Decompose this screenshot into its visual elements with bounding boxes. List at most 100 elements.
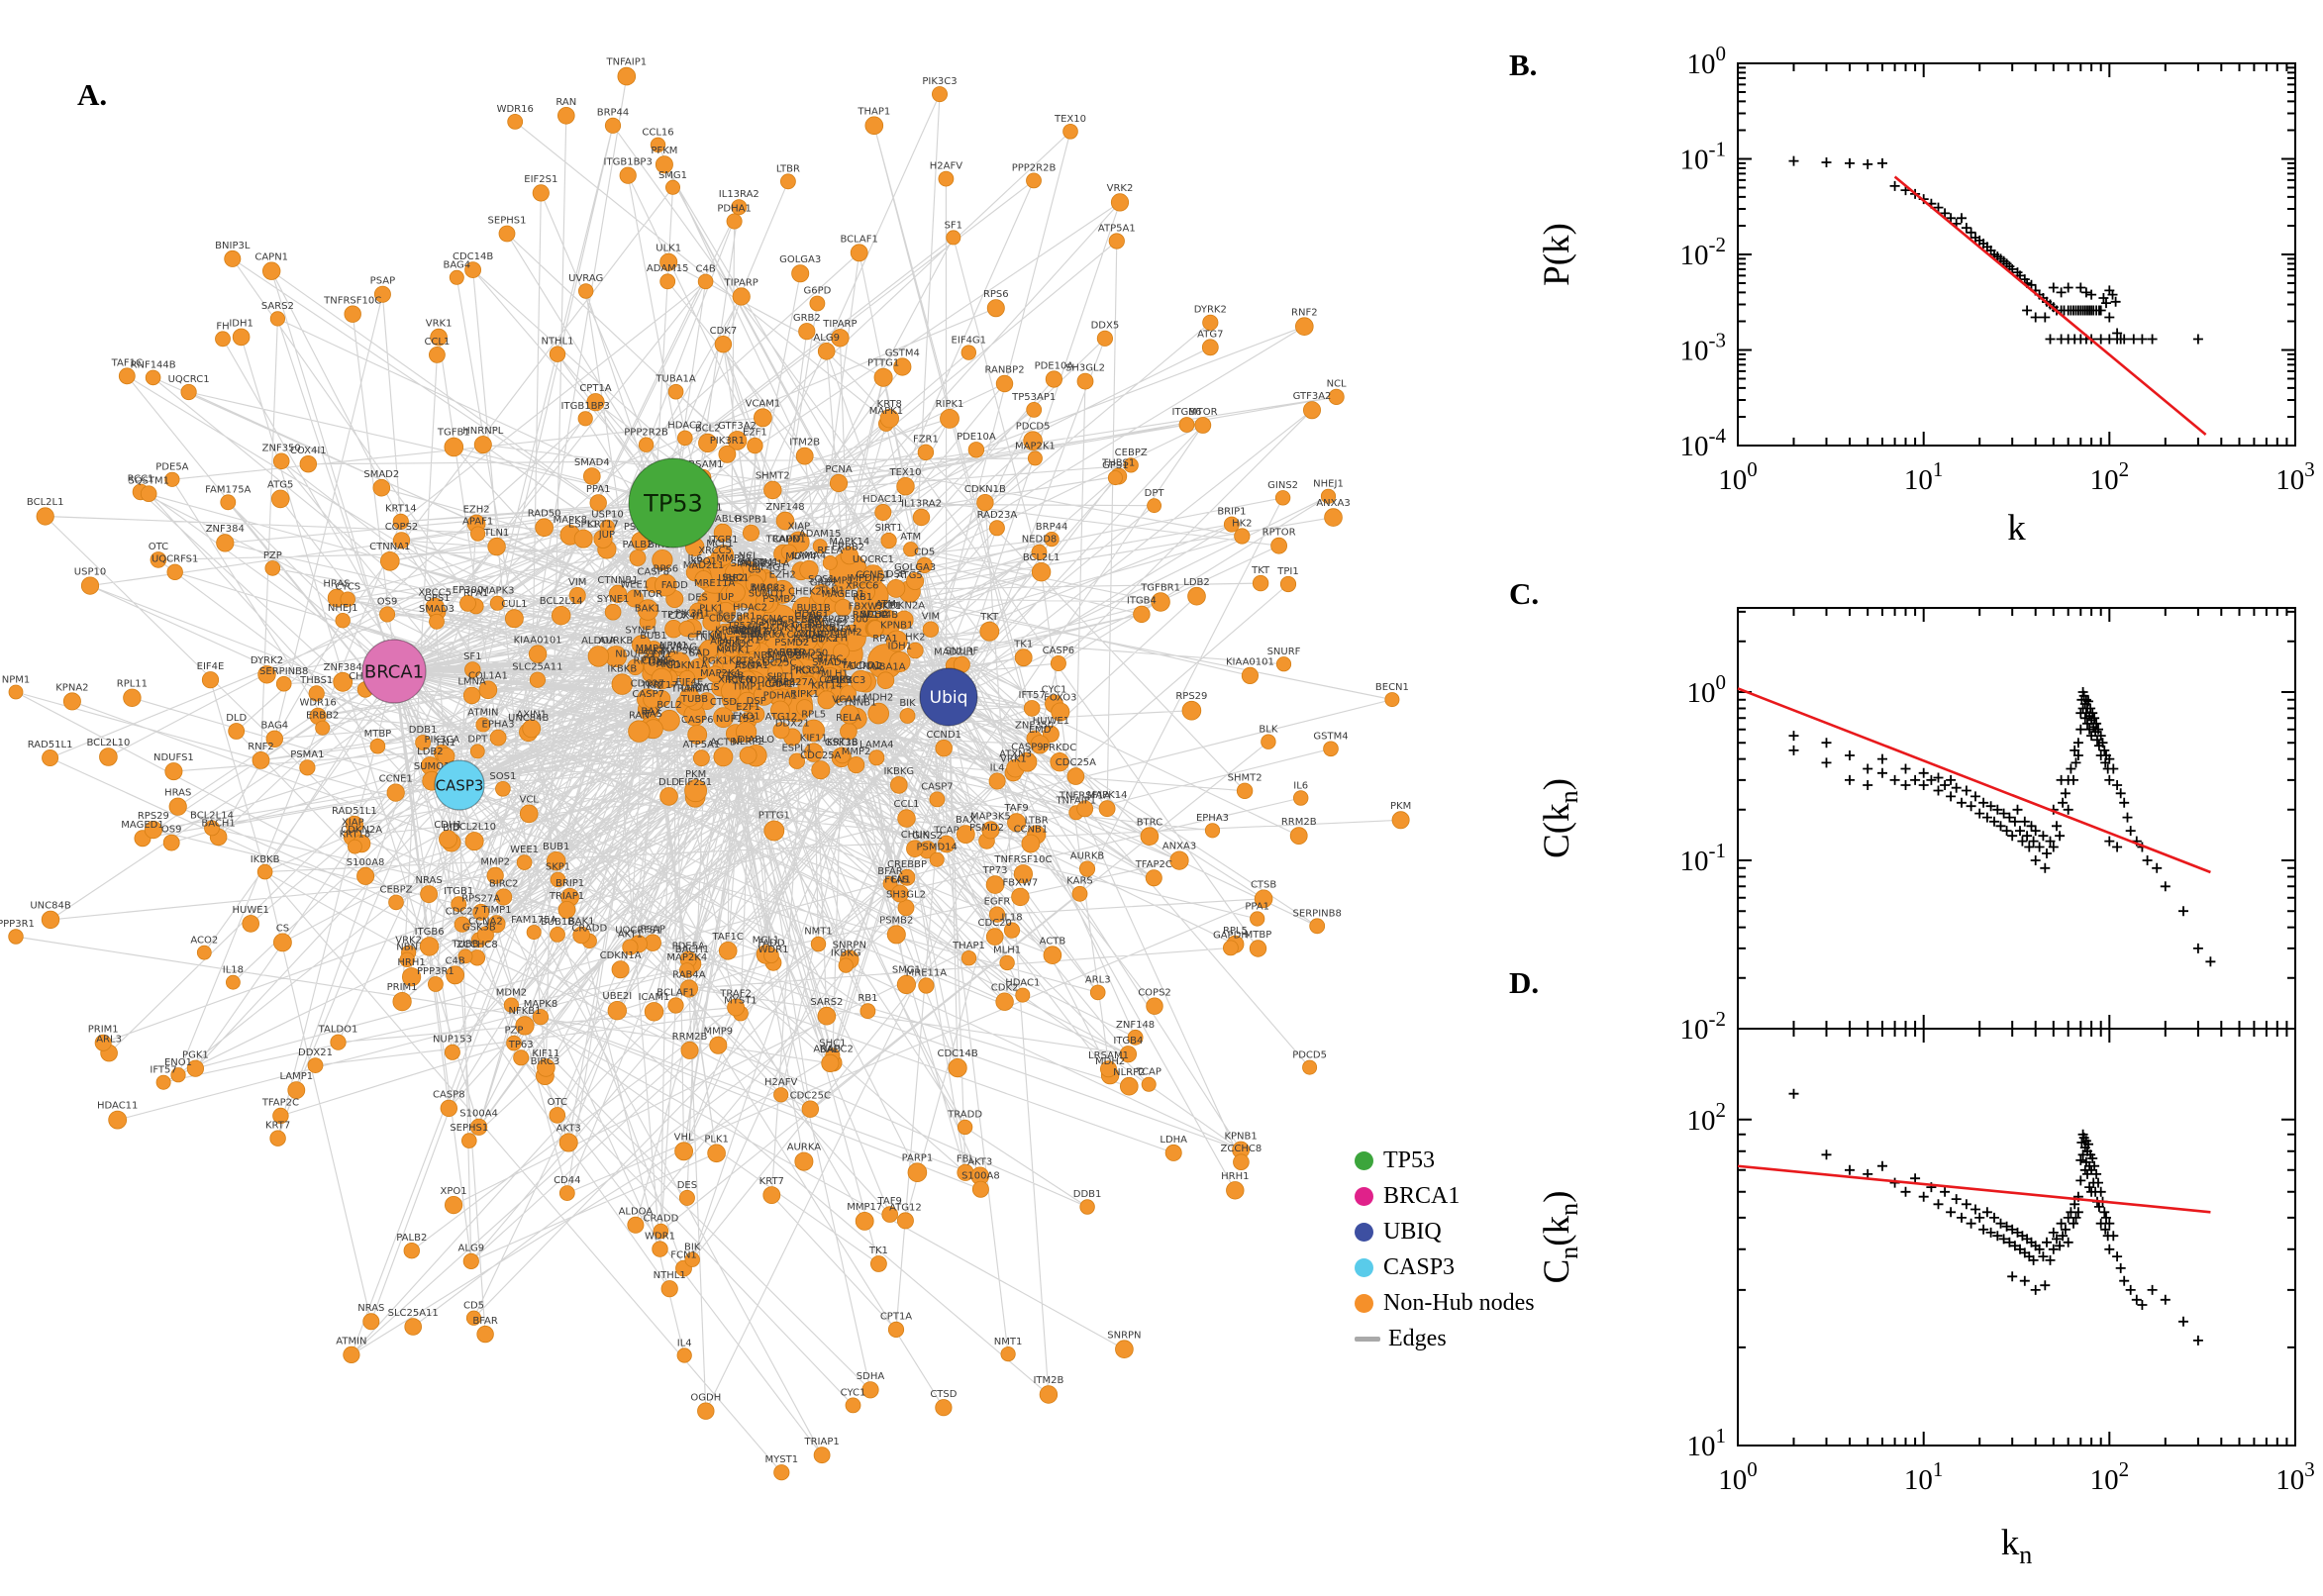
gene-label: BCLAF1 [840, 234, 877, 245]
hub-node-tp53 [628, 457, 719, 549]
gene-label: IL13RA2 [719, 189, 759, 200]
network-node [1076, 372, 1094, 390]
gene-label: GOLGA3 [779, 254, 821, 265]
network-node [552, 606, 571, 626]
gene-label: NRAS [357, 1303, 384, 1314]
network-node [265, 730, 284, 748]
network-node [971, 1180, 989, 1198]
network-node [440, 1099, 458, 1118]
gene-label: TUBB [680, 694, 708, 705]
gene-label: GSTM4 [885, 348, 920, 358]
gene-label: BFAR [472, 1316, 498, 1327]
gene-label: ATG12 [765, 712, 798, 723]
gene-label: TCAP [933, 826, 959, 837]
gene-label: NHEJ1 [1313, 479, 1344, 490]
gene-label: PSMC3 [789, 650, 823, 661]
gene-label: TNFRSF10C [323, 295, 381, 306]
network-node [1223, 940, 1239, 956]
network-node [535, 518, 554, 538]
network-node [720, 680, 742, 702]
network-node [550, 871, 566, 888]
gene-label: TUBB [451, 939, 478, 949]
gene-label: GPS1 [1102, 460, 1129, 471]
network-node [80, 576, 100, 595]
gene-label: SMAD3 [419, 604, 454, 615]
gene-label: COX4I1 [290, 446, 327, 456]
network-node [1328, 388, 1345, 405]
gene-label: CDC25A [800, 750, 841, 761]
gene-label: WDR16 [299, 698, 336, 709]
network-node [668, 651, 690, 673]
gene-label: LAMA4 [859, 740, 893, 750]
gene-label: RCC1 [795, 666, 822, 677]
network-node [465, 1310, 482, 1326]
x-tick-label: 101 [1904, 457, 1944, 496]
network-node [755, 592, 774, 612]
gene-label: SERPINB8 [1293, 908, 1342, 919]
gene-label: IL18 [1001, 912, 1022, 923]
gene-label: CDKN2A [883, 601, 925, 612]
network-node [799, 559, 819, 580]
gene-label: EMD [1029, 725, 1052, 736]
network-node [1147, 498, 1162, 514]
gene-label: THAP1 [857, 107, 890, 118]
gene-label: PALB2 [622, 540, 653, 550]
gene-label: ANXA3 [1162, 842, 1196, 852]
gene-label: XRCC5 [418, 588, 452, 599]
network-node [252, 751, 270, 769]
gene-label: CD5 [463, 1301, 484, 1312]
gene-label: LMNA [681, 683, 710, 694]
network-node [472, 903, 490, 921]
gene-label: LDB2 [417, 747, 444, 757]
network-node [1302, 1059, 1318, 1075]
gene-label: PARP1 [902, 1152, 934, 1163]
network-node [899, 708, 916, 724]
gene-label: PCNA [825, 464, 852, 475]
gene-label: CASP9 [1011, 743, 1044, 753]
gene-label: UVRAG [568, 273, 603, 284]
gene-label: SHMT2 [756, 471, 790, 482]
node-swatch-icon [1355, 1187, 1373, 1206]
network-node [419, 937, 440, 956]
gene-label: PIK3C3 [831, 675, 865, 686]
network-node [287, 1081, 306, 1099]
y-axis-title: Cn(kn) [1537, 1191, 1583, 1284]
gene-label: PSMA1 [735, 660, 768, 671]
panel-label-c: C. [1509, 576, 1540, 611]
gene-label: MMP9 [636, 644, 665, 654]
network-node [272, 933, 292, 952]
axis-ticks [1737, 62, 2296, 447]
network-node [1279, 575, 1297, 593]
network-node [557, 901, 576, 919]
gene-label: XRCC6 [846, 580, 879, 591]
network-node [464, 261, 482, 279]
gene-label: GSK3B [462, 922, 496, 933]
gene-label: KIAA0101 [1226, 657, 1274, 668]
gene-label: RAD50 [794, 648, 828, 658]
network-node [1079, 1199, 1095, 1215]
gene-label: MRE11A [694, 578, 736, 589]
gene-label: KRT18 [340, 830, 371, 841]
gene-label: FCN1 [884, 874, 911, 885]
network-node [660, 1280, 678, 1298]
gene-label: SOS1 [489, 771, 516, 782]
network-node [1003, 922, 1021, 939]
network-node [1164, 1144, 1182, 1161]
gene-label: PTTG1 [758, 811, 790, 822]
gene-label: TKT [979, 612, 999, 623]
gene-label: TGFB1 [437, 428, 470, 439]
network-node [469, 526, 486, 542]
network-node [697, 1402, 715, 1420]
network-node [577, 411, 593, 427]
gene-label: SHC1 [722, 572, 749, 583]
gene-label: RANBP2 [984, 365, 1024, 376]
network-node [335, 613, 351, 629]
gene-label: VRK2 [395, 935, 422, 946]
network-node [940, 408, 960, 429]
gene-label: MAPK8 [554, 515, 587, 526]
gene-label: LMNA [457, 677, 486, 688]
network-node [41, 910, 60, 930]
gene-label: CHUK [825, 675, 854, 686]
gene-label: PGK1 [702, 655, 729, 666]
gene-label: ARL3 [1085, 975, 1111, 986]
